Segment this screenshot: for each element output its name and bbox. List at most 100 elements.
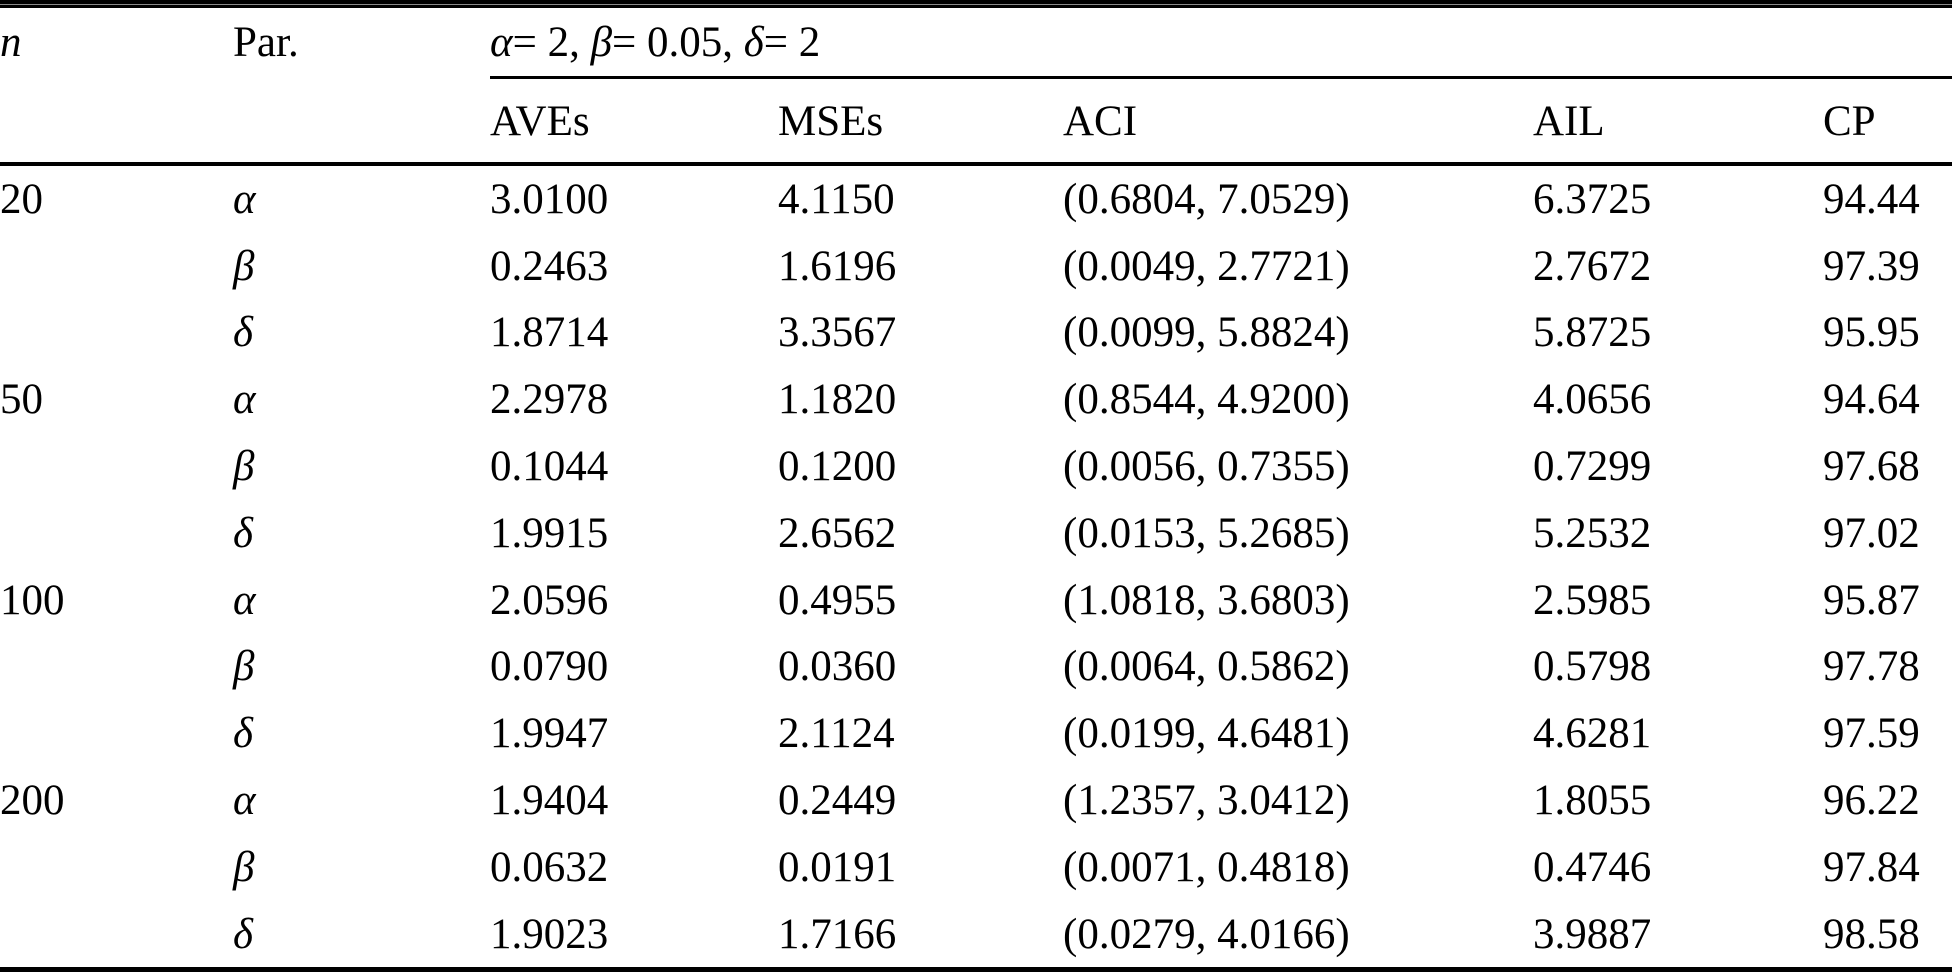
cell-aves: 2.0596 bbox=[490, 576, 609, 624]
table-row: 100 α 2.0596 0.4955 (1.0818, 3.6803) 2.5… bbox=[0, 567, 1952, 634]
cell-ail: 3.9887 bbox=[1533, 910, 1652, 958]
cell-mses: 0.4955 bbox=[778, 576, 897, 624]
cell-ail: 5.8725 bbox=[1533, 309, 1652, 357]
cell-aci: (0.0099, 5.8824) bbox=[1063, 309, 1350, 357]
col-header-par: Par. bbox=[233, 18, 299, 66]
cell-ail: 1.8055 bbox=[1533, 777, 1652, 825]
cell-n bbox=[0, 901, 233, 968]
results-table: n Par. α= 2, β= 0.05, δ= 2 AVEs MSEs ACI… bbox=[0, 8, 1952, 968]
header-row-1: n Par. α= 2, β= 0.05, δ= 2 bbox=[0, 8, 1952, 76]
table-row: δ 1.8714 3.3567 (0.0099, 5.8824) 5.8725 … bbox=[0, 300, 1952, 367]
cell-mses: 3.3567 bbox=[778, 309, 897, 357]
cell-par: δ bbox=[233, 509, 253, 557]
cell-mses: 0.0360 bbox=[778, 643, 897, 691]
cell-par: δ bbox=[233, 309, 253, 357]
table-row: β 0.2463 1.6196 (0.0049, 2.7721) 2.7672 … bbox=[0, 233, 1952, 300]
cell-mses: 0.0191 bbox=[778, 843, 897, 891]
cell-n bbox=[0, 834, 233, 901]
cell-mses: 0.2449 bbox=[778, 777, 897, 825]
cell-n bbox=[0, 634, 233, 701]
table-row: 200 α 1.9404 0.2449 (1.2357, 3.0412) 1.8… bbox=[0, 767, 1952, 834]
cell-aves: 2.2978 bbox=[490, 376, 609, 424]
cell-ail: 0.4746 bbox=[1533, 843, 1652, 891]
span-header-beta-value: = 0.05, bbox=[612, 18, 744, 66]
col-header-mses: MSEs bbox=[778, 97, 884, 145]
cell-aves: 1.9915 bbox=[490, 509, 609, 557]
cell-aves: 1.8714 bbox=[490, 309, 609, 357]
cell-n bbox=[0, 300, 233, 367]
cell-aci: (0.0279, 4.0166) bbox=[1063, 910, 1350, 958]
cell-mses: 0.1200 bbox=[778, 443, 897, 491]
cell-ail: 2.7672 bbox=[1533, 242, 1652, 290]
cell-cp: 97.78 bbox=[1823, 643, 1920, 691]
cell-cp: 97.02 bbox=[1823, 509, 1920, 557]
cell-par: β bbox=[233, 643, 255, 691]
cell-cp: 97.39 bbox=[1823, 242, 1920, 290]
col-header-aves: AVEs bbox=[490, 97, 590, 145]
table-top-rule bbox=[0, 0, 1952, 8]
cell-par: α bbox=[233, 376, 256, 424]
span-header-delta-value: = 2 bbox=[763, 18, 821, 66]
cell-par: α bbox=[233, 576, 256, 624]
table-row: β 0.1044 0.1200 (0.0056, 0.7355) 0.7299 … bbox=[0, 433, 1952, 500]
cell-aci: (0.8544, 4.9200) bbox=[1063, 376, 1350, 424]
cell-cp: 95.95 bbox=[1823, 309, 1920, 357]
cell-aci: (1.2357, 3.0412) bbox=[1063, 777, 1350, 825]
cell-cp: 97.84 bbox=[1823, 843, 1920, 891]
span-header-alpha-value: = 2, bbox=[512, 18, 591, 66]
cell-aci: (0.0199, 4.6481) bbox=[1063, 710, 1350, 758]
cell-n bbox=[0, 700, 233, 767]
cell-mses: 2.1124 bbox=[778, 710, 895, 758]
cell-n: 200 bbox=[0, 777, 65, 825]
col-header-cp: CP bbox=[1823, 97, 1876, 145]
header-bottom-rule bbox=[0, 162, 1952, 166]
cell-aves: 0.1044 bbox=[490, 443, 609, 491]
cell-n bbox=[0, 233, 233, 300]
cell-n bbox=[0, 500, 233, 567]
col-header-n: n bbox=[0, 18, 22, 66]
cell-mses: 1.7166 bbox=[778, 910, 897, 958]
span-header-parameters: α= 2, β= 0.05, δ= 2 bbox=[490, 8, 1952, 76]
cell-ail: 0.5798 bbox=[1533, 643, 1652, 691]
header-spacer bbox=[233, 76, 490, 166]
table-bottom-rule bbox=[0, 967, 1952, 972]
col-header-ail: AIL bbox=[1533, 97, 1605, 145]
cell-aves: 1.9947 bbox=[490, 710, 609, 758]
cell-ail: 4.0656 bbox=[1533, 376, 1652, 424]
table-row: δ 1.9915 2.6562 (0.0153, 5.2685) 5.2532 … bbox=[0, 500, 1952, 567]
span-header-delta: δ bbox=[743, 18, 764, 66]
cell-cp: 97.68 bbox=[1823, 443, 1920, 491]
col-header-aci: ACI bbox=[1063, 97, 1138, 145]
cell-aci: (0.0049, 2.7721) bbox=[1063, 242, 1350, 290]
header-spacer bbox=[0, 76, 233, 166]
table-row: 50 α 2.2978 1.1820 (0.8544, 4.9200) 4.06… bbox=[0, 366, 1952, 433]
span-header-rule bbox=[490, 76, 1952, 79]
table-row: δ 1.9947 2.1124 (0.0199, 4.6481) 4.6281 … bbox=[0, 700, 1952, 767]
cell-aves: 0.0790 bbox=[490, 643, 609, 691]
cell-aci: (1.0818, 3.6803) bbox=[1063, 576, 1350, 624]
cell-ail: 5.2532 bbox=[1533, 509, 1652, 557]
cell-mses: 1.6196 bbox=[778, 242, 897, 290]
cell-aves: 1.9404 bbox=[490, 777, 609, 825]
cell-aci: (0.0064, 0.5862) bbox=[1063, 643, 1350, 691]
table-row: β 0.0790 0.0360 (0.0064, 0.5862) 0.5798 … bbox=[0, 634, 1952, 701]
span-header-alpha: α bbox=[490, 18, 513, 66]
cell-n: 100 bbox=[0, 576, 65, 624]
cell-cp: 94.64 bbox=[1823, 376, 1920, 424]
cell-aves: 1.9023 bbox=[490, 910, 609, 958]
cell-aves: 0.2463 bbox=[490, 242, 609, 290]
cell-aves: 0.0632 bbox=[490, 843, 609, 891]
cell-cp: 94.44 bbox=[1823, 175, 1920, 223]
cell-ail: 0.7299 bbox=[1533, 443, 1652, 491]
cell-mses: 4.1150 bbox=[778, 175, 895, 223]
cell-par: δ bbox=[233, 710, 253, 758]
cell-cp: 95.87 bbox=[1823, 576, 1920, 624]
cell-mses: 1.1820 bbox=[778, 376, 897, 424]
cell-n: 20 bbox=[0, 175, 43, 223]
cell-cp: 98.58 bbox=[1823, 910, 1920, 958]
cell-par: β bbox=[233, 843, 255, 891]
cell-ail: 2.5985 bbox=[1533, 576, 1652, 624]
table-row: β 0.0632 0.0191 (0.0071, 0.4818) 0.4746 … bbox=[0, 834, 1952, 901]
cell-par: β bbox=[233, 443, 255, 491]
